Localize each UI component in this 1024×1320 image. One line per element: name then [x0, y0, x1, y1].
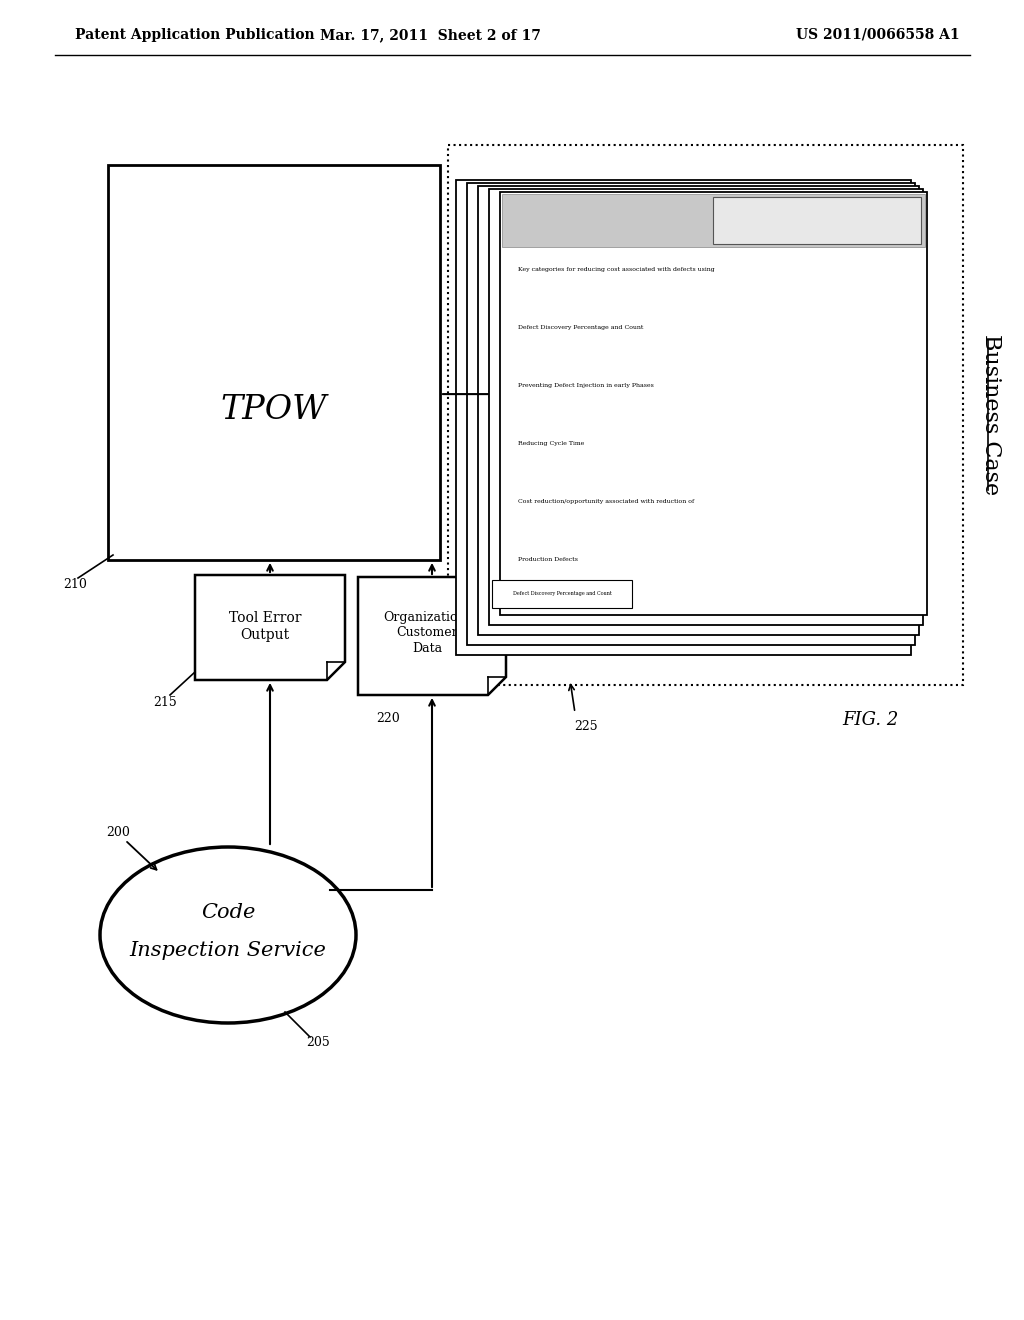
- Text: 225: 225: [574, 721, 598, 734]
- Text: Data: Data: [412, 642, 442, 655]
- Bar: [492, 579, 632, 609]
- Bar: [449, 145, 963, 685]
- Polygon shape: [358, 577, 506, 696]
- Bar: [713, 197, 921, 244]
- Text: US 2011/0066558 A1: US 2011/0066558 A1: [797, 28, 961, 42]
- Text: FIG. 2: FIG. 2: [842, 711, 898, 729]
- Bar: [467, 183, 915, 645]
- Text: TPOW: TPOW: [221, 393, 328, 426]
- Ellipse shape: [100, 847, 356, 1023]
- Text: 210: 210: [63, 578, 87, 590]
- Text: Organization/: Organization/: [384, 611, 470, 624]
- Text: Defect Discovery Percentage and Count: Defect Discovery Percentage and Count: [513, 591, 611, 597]
- Text: Mar. 17, 2011  Sheet 2 of 17: Mar. 17, 2011 Sheet 2 of 17: [319, 28, 541, 42]
- Polygon shape: [195, 576, 345, 680]
- Text: 205: 205: [306, 1035, 330, 1048]
- Text: 200: 200: [106, 826, 130, 840]
- Text: 215: 215: [154, 696, 177, 709]
- Bar: [500, 191, 927, 615]
- Text: Preventing Defect Injection in early Phases: Preventing Defect Injection in early Pha…: [518, 383, 654, 388]
- Text: Key categories for reducing cost associated with defects using: Key categories for reducing cost associa…: [518, 267, 715, 272]
- Bar: [456, 180, 911, 655]
- Text: Production Defects: Production Defects: [518, 557, 578, 562]
- Text: Patent Application Publication: Patent Application Publication: [75, 28, 314, 42]
- Text: Defect Discovery Percentage and Count: Defect Discovery Percentage and Count: [518, 325, 643, 330]
- Bar: [108, 165, 440, 560]
- Bar: [502, 194, 925, 247]
- Text: Code: Code: [201, 903, 255, 923]
- Text: Output: Output: [241, 628, 290, 643]
- Text: Tool Error: Tool Error: [228, 610, 301, 624]
- Text: Inspection Service: Inspection Service: [130, 941, 327, 961]
- Bar: [489, 189, 923, 624]
- Text: Reducing Cycle Time: Reducing Cycle Time: [518, 441, 585, 446]
- Text: 220: 220: [376, 713, 400, 726]
- Text: Cost reduction/opportunity associated with reduction of: Cost reduction/opportunity associated wi…: [518, 499, 694, 504]
- Bar: [478, 186, 919, 635]
- Text: Business Case: Business Case: [980, 334, 1002, 495]
- Text: Customer: Customer: [396, 627, 458, 639]
